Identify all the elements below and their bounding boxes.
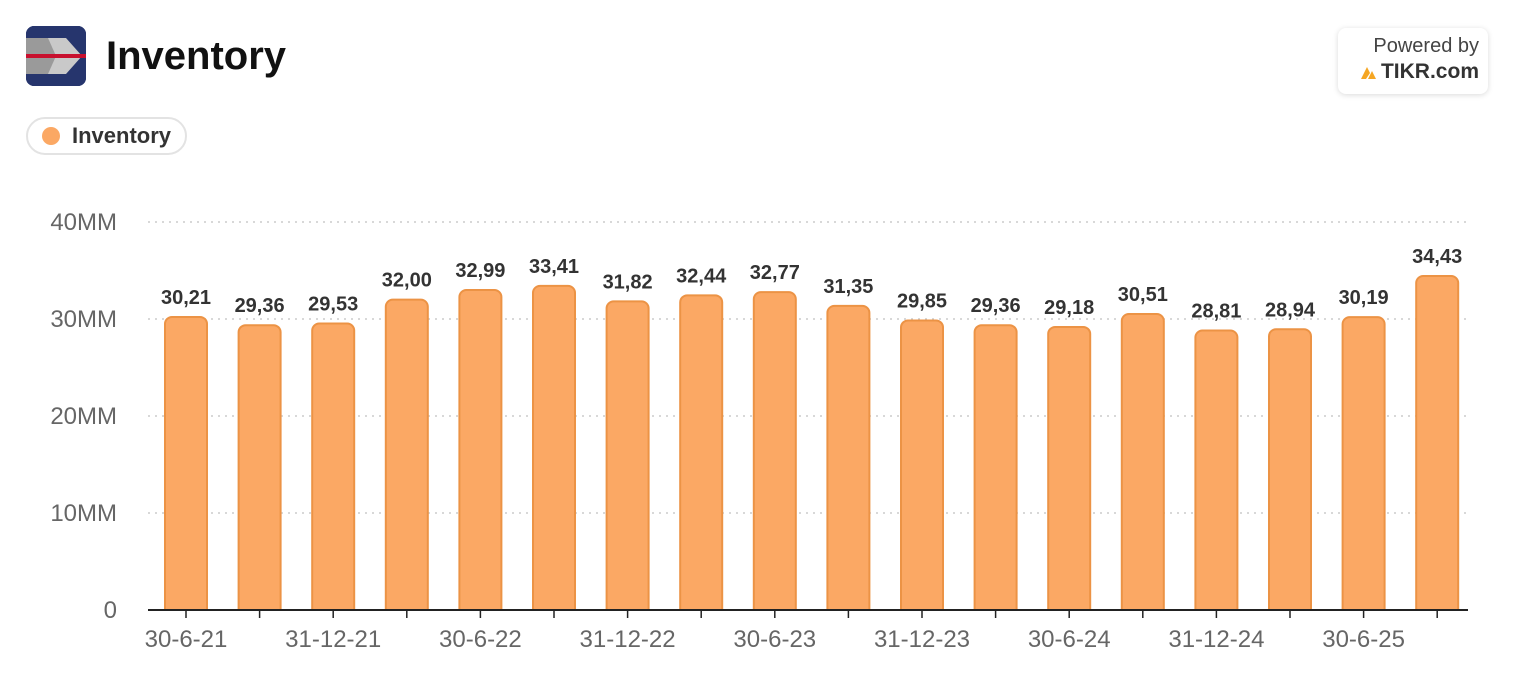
- bar-value-label: 33,41: [529, 256, 579, 278]
- legend-label: Inventory: [72, 123, 172, 148]
- bar-value-label: 30,19: [1339, 287, 1389, 309]
- bar[interactable]: [973, 324, 1018, 617]
- bar[interactable]: [237, 324, 282, 617]
- bar[interactable]: [1047, 325, 1092, 617]
- x-tick-label: 30-6-21: [145, 626, 228, 653]
- bar[interactable]: [384, 298, 429, 617]
- bar[interactable]: [605, 300, 650, 617]
- bar[interactable]: [1268, 328, 1312, 617]
- bar-value-label: 34,43: [1412, 246, 1462, 268]
- bar[interactable]: [1415, 275, 1460, 617]
- bar-value-label: 32,00: [382, 270, 432, 292]
- powered-by-badge[interactable]: Powered by TIKR.com: [1338, 28, 1488, 94]
- bar[interactable]: [1194, 329, 1239, 617]
- bar-value-label: 32,77: [750, 262, 800, 284]
- powered-by-label: Powered by: [1373, 35, 1479, 57]
- x-tick-label: 31-12-23: [874, 626, 970, 653]
- page-title: Inventory: [106, 34, 287, 78]
- y-tick-label: 40MM: [50, 209, 117, 236]
- bar[interactable]: [752, 291, 797, 617]
- bar[interactable]: [311, 322, 356, 617]
- bar[interactable]: [1120, 313, 1165, 617]
- company-logo: [26, 26, 86, 86]
- bar[interactable]: [679, 294, 724, 617]
- y-tick-label: 20MM: [50, 403, 117, 430]
- bar-value-label: 28,94: [1265, 299, 1316, 321]
- x-tick-label: 30-6-25: [1322, 626, 1405, 653]
- x-tick-label: 30-6-24: [1028, 626, 1111, 653]
- bar-value-label: 29,85: [897, 290, 947, 312]
- bar-value-label: 30,51: [1118, 284, 1168, 306]
- bar[interactable]: [900, 319, 944, 617]
- bar[interactable]: [532, 284, 576, 617]
- bar-value-label: 29,18: [1044, 297, 1094, 319]
- legend-item-inventory[interactable]: Inventory: [26, 117, 188, 155]
- bar-value-label: 29,36: [971, 295, 1021, 317]
- powered-by-brand: TIKR.com: [1380, 60, 1479, 83]
- bar[interactable]: [164, 315, 208, 617]
- bar-value-label: 29,36: [235, 295, 285, 317]
- bar[interactable]: [458, 288, 503, 617]
- bar-value-label: 32,99: [455, 260, 505, 282]
- tikr-logo-icon: [1360, 67, 1376, 79]
- y-tick-label: 30MM: [50, 306, 117, 333]
- axis-mask: [148, 610, 1468, 618]
- legend-swatch: [42, 127, 60, 145]
- bar-value-label: 29,53: [308, 294, 358, 316]
- bar-value-label: 32,44: [676, 265, 727, 287]
- bar[interactable]: [826, 304, 871, 617]
- y-tick-label: 0: [104, 597, 117, 624]
- bar[interactable]: [1341, 316, 1386, 617]
- x-tick-label: 31-12-24: [1168, 626, 1264, 653]
- bar-value-label: 31,82: [603, 271, 653, 293]
- bar-value-label: 28,81: [1191, 301, 1241, 323]
- x-tick-label: 30-6-22: [439, 626, 522, 653]
- bar-value-label: 31,35: [823, 276, 873, 298]
- x-tick-label: 30-6-23: [733, 626, 816, 653]
- bar-value-label: 30,21: [161, 287, 211, 309]
- x-tick-label: 31-12-22: [580, 626, 676, 653]
- x-tick-label: 31-12-21: [285, 626, 381, 653]
- y-tick-label: 10MM: [50, 500, 117, 527]
